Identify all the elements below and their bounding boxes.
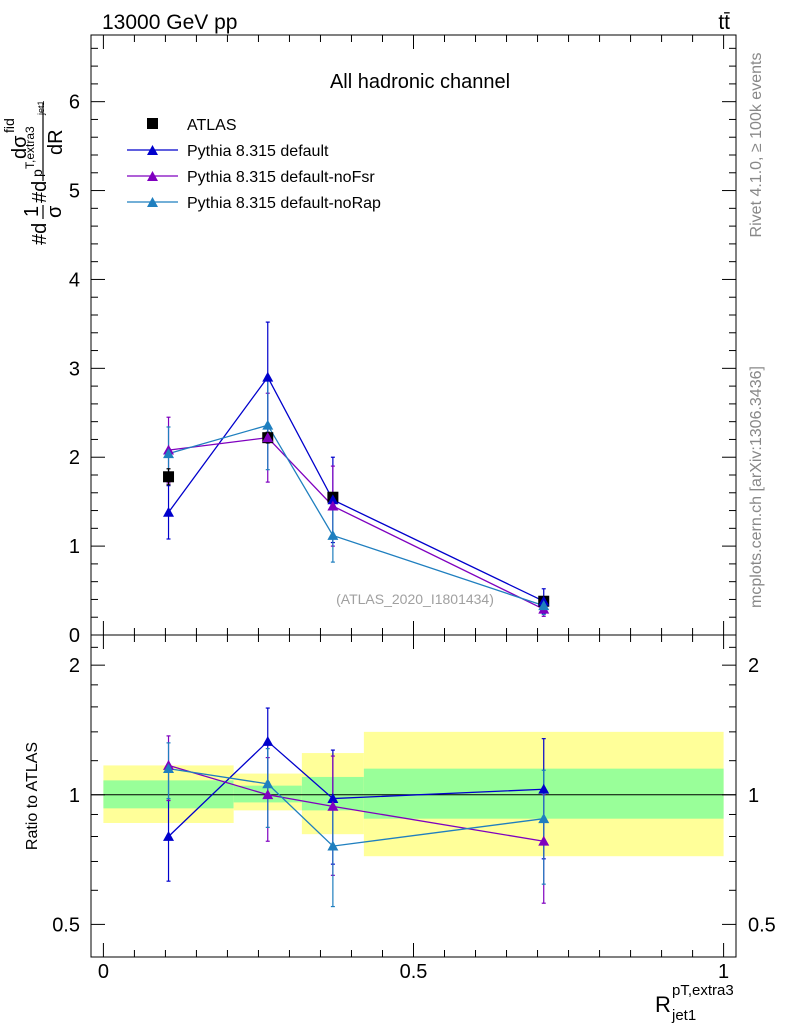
mcplots-label: mcplots.cern.ch [arXiv:1306.3436] bbox=[748, 366, 765, 608]
legend-default-marker bbox=[147, 145, 158, 155]
x-tick-label-0: 0 bbox=[98, 961, 109, 983]
x-label-sub: jet1 bbox=[671, 1007, 696, 1024]
main-y-tick-label-5: 5 bbox=[69, 181, 80, 203]
main-y-tick-label-0: 0 bbox=[69, 625, 80, 647]
ratio-panel: 0.5 0.5 1 1 2 2 0 0.5 1 bbox=[52, 634, 776, 983]
process-label: tt̄ bbox=[718, 11, 730, 34]
x-tick-label-1: 0.5 bbox=[400, 961, 428, 983]
energy-label: 13000 GeV pp bbox=[102, 11, 237, 34]
ratio-axes: 0.5 0.5 1 1 2 2 0 0.5 1 bbox=[52, 635, 776, 983]
main-y-tick-label-4: 4 bbox=[69, 269, 80, 291]
ratio-series-1-line bbox=[168, 764, 544, 842]
ratio-y-tick-label-right-0: 0.5 bbox=[748, 914, 776, 936]
ratio-series-1-point-3 bbox=[538, 835, 550, 846]
ratio-series-2-point-2 bbox=[327, 840, 339, 851]
ratio-y-tick-label-left-0: 0.5 bbox=[52, 914, 80, 936]
ratio-series-2-point-1 bbox=[262, 778, 274, 789]
series-2-point-1 bbox=[262, 419, 274, 430]
y-label-frac1-num: 1 bbox=[21, 206, 43, 217]
series-0-point-0 bbox=[163, 506, 175, 517]
series-2-point-0 bbox=[163, 448, 175, 459]
series-2-point-2 bbox=[327, 529, 339, 540]
ratio-frame bbox=[90, 634, 737, 958]
y-label-prefix: #d bbox=[29, 223, 51, 245]
x-axis-label: R pT,extra3 jet1 bbox=[655, 982, 734, 1024]
series-1-point-2 bbox=[327, 500, 339, 511]
y-label-frac2-den: dR bbox=[45, 129, 67, 155]
y-label-frac2-num-sub: p bbox=[29, 169, 45, 177]
y-axis-label: #d 1 σ #d dσ fid p T,extra3 jet1 dR bbox=[1, 100, 67, 245]
series-0-line bbox=[168, 376, 545, 602]
main-y-tick-label-3: 3 bbox=[69, 358, 80, 380]
legend-norap-label: Pythia 8.315 default-noRap bbox=[187, 195, 381, 212]
ratio-series-0-point-3 bbox=[538, 783, 550, 794]
main-axes: 0 1 2 3 4 5 6 bbox=[69, 35, 736, 647]
series-2-line bbox=[168, 424, 544, 607]
y-label-frac2-num: dσ bbox=[9, 135, 31, 159]
legend-atlas-label: ATLAS bbox=[187, 117, 237, 134]
legend-default-label: Pythia 8.315 default bbox=[187, 143, 329, 160]
legend-norap-marker bbox=[147, 197, 158, 207]
ratio-series-0-point-1 bbox=[262, 735, 274, 746]
y-label-frac1-den: σ bbox=[44, 205, 66, 218]
y-label-frac2-num-sup: fid bbox=[1, 118, 17, 133]
ratio-y-tick-label-right-2: 2 bbox=[748, 655, 759, 677]
y-label-frac2-num-subsup: T,extra3 bbox=[23, 126, 37, 169]
series-1-line bbox=[168, 436, 545, 610]
ratio-y-tick-label-left-2: 2 bbox=[69, 655, 80, 677]
rivet-version-label: Rivet 4.1.0, ≥ 100k events bbox=[748, 53, 765, 238]
ratio-series bbox=[163, 707, 550, 908]
legend-atlas-marker bbox=[147, 118, 158, 129]
main-y-tick-label-6: 6 bbox=[69, 92, 80, 114]
analysis-watermark: (ATLAS_2020_I1801434) bbox=[336, 591, 494, 607]
legend-nofsr-marker bbox=[147, 171, 158, 181]
ratio-series-2-line bbox=[168, 767, 544, 847]
ratio-series-0-line bbox=[168, 740, 544, 837]
x-tick-label-2: 1 bbox=[718, 961, 729, 983]
legend: ATLAS Pythia 8.315 default Pythia 8.315 … bbox=[127, 117, 381, 212]
main-panel: All hadronic channel (ATLAS_2020_I180143… bbox=[69, 34, 737, 647]
ratio-bands bbox=[103, 731, 724, 857]
series-0-point-1 bbox=[262, 371, 274, 382]
series-2-point-3 bbox=[538, 600, 550, 611]
x-label-sup: pT,extra3 bbox=[672, 982, 734, 999]
data-point-0 bbox=[163, 471, 175, 483]
ratio-series-0-point-0 bbox=[163, 831, 175, 841]
chart-title: All hadronic channel bbox=[330, 71, 510, 93]
series-1-point-1 bbox=[262, 432, 274, 443]
ratio-series-0-point-2 bbox=[327, 793, 339, 803]
ratio-series-1-point-2 bbox=[327, 800, 339, 811]
x-label-base: R bbox=[655, 992, 671, 1017]
ratio-series-2-point-3 bbox=[538, 813, 550, 824]
main-y-tick-label-1: 1 bbox=[69, 536, 80, 558]
ratio-series-2-point-0 bbox=[163, 763, 175, 774]
ratio-y-axis-label: Ratio to ATLAS bbox=[24, 742, 41, 850]
ratio-y-tick-label-right-1: 1 bbox=[748, 785, 759, 807]
main-series bbox=[163, 321, 550, 617]
ratio-series-1-point-1 bbox=[262, 789, 274, 800]
y-label-frac2-num-subsub: jet1 bbox=[36, 100, 46, 116]
ratio-y-tick-label-left-1: 1 bbox=[69, 785, 80, 807]
main-y-tick-label-2: 2 bbox=[69, 447, 80, 469]
legend-nofsr-label: Pythia 8.315 default-noFsr bbox=[187, 169, 375, 186]
y-label-mid: #d bbox=[29, 181, 51, 203]
series-0-point-2 bbox=[327, 494, 339, 505]
